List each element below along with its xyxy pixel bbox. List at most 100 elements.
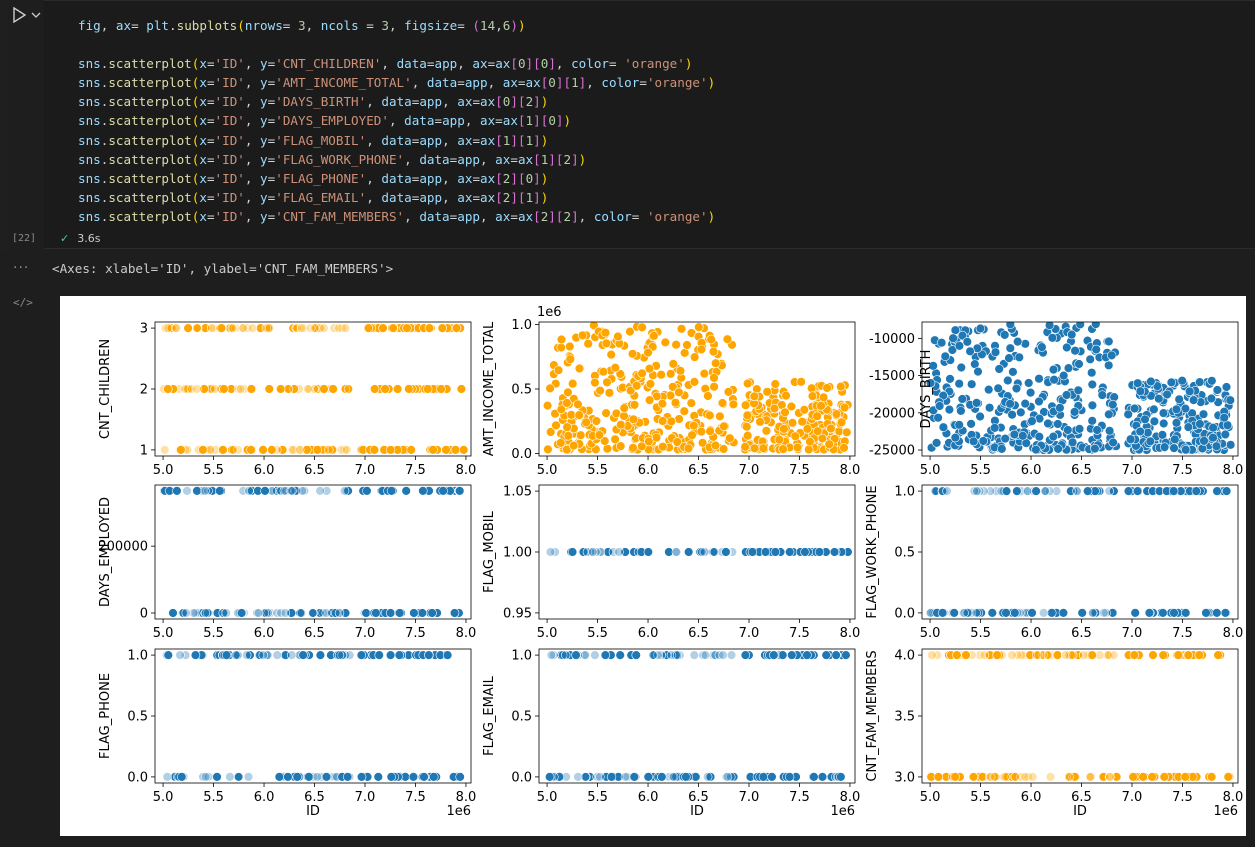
code-editor[interactable]: fig, ax= plt.subplots(nrows= 3, ncols = … xyxy=(44,0,1255,249)
code-token: 14 xyxy=(480,18,496,33)
code-token: [ xyxy=(495,170,503,186)
data-point xyxy=(619,403,629,413)
code-token: 3 xyxy=(297,18,306,33)
data-point xyxy=(556,438,566,448)
output-code-icon[interactable]: </> xyxy=(13,296,33,309)
data-point xyxy=(709,547,720,557)
chevron-down-icon[interactable] xyxy=(30,8,42,22)
data-point xyxy=(968,436,979,447)
output-more-actions-icon[interactable]: ··· xyxy=(13,260,30,276)
data-point xyxy=(985,486,996,496)
x-tick-label: 5.5 xyxy=(203,463,224,478)
data-point xyxy=(758,772,769,782)
x-tick-label: 7.5 xyxy=(405,790,426,805)
code-text[interactable]: fig, ax= plt.subplots(nrows= 3, ncols = … xyxy=(78,16,715,226)
data-point xyxy=(427,608,437,618)
code-token: ] xyxy=(533,189,541,205)
data-point xyxy=(770,547,781,557)
data-point xyxy=(699,368,709,379)
x-tick-label: 8.0 xyxy=(456,626,477,641)
data-point xyxy=(264,384,275,394)
data-point xyxy=(356,650,367,660)
data-point xyxy=(672,650,683,660)
data-point xyxy=(429,772,439,782)
data-point xyxy=(1194,650,1204,660)
data-point xyxy=(974,486,985,496)
code-token: 2 xyxy=(563,208,572,224)
data-point xyxy=(598,366,609,377)
code-token: ] xyxy=(548,56,556,72)
data-point xyxy=(1040,486,1051,496)
data-point xyxy=(1018,431,1028,441)
run-cell-icon[interactable] xyxy=(10,6,28,24)
data-point xyxy=(689,650,699,660)
data-point xyxy=(675,366,686,376)
data-point xyxy=(682,340,692,350)
code-token: = xyxy=(358,18,382,33)
data-point xyxy=(337,323,347,333)
code-token: . xyxy=(100,94,109,110)
code-token: x xyxy=(199,75,207,91)
data-point xyxy=(660,337,670,348)
data-point xyxy=(938,422,949,432)
data-point xyxy=(1067,650,1078,660)
offset-label: 1e6 xyxy=(830,804,855,819)
data-point xyxy=(340,323,351,333)
code-token: 0 xyxy=(540,56,549,72)
data-point xyxy=(388,323,398,333)
y-tick-label: 1 xyxy=(140,443,148,458)
code-token: = xyxy=(267,208,276,224)
code-token: [ xyxy=(517,132,526,148)
data-point xyxy=(1078,650,1089,660)
data-point xyxy=(966,379,977,389)
data-point xyxy=(1191,486,1202,496)
data-point xyxy=(1045,772,1056,782)
code-token: app xyxy=(419,132,443,148)
data-point xyxy=(1148,650,1158,660)
data-point xyxy=(253,608,264,618)
x-tick-label: 8.0 xyxy=(1223,626,1244,641)
code-token: , xyxy=(404,208,420,224)
data-point xyxy=(1104,486,1114,496)
code-token: x xyxy=(199,56,207,72)
data-point xyxy=(276,486,286,496)
data-point xyxy=(697,547,707,557)
x-tick-label: 6.5 xyxy=(1071,626,1092,641)
data-point xyxy=(1103,360,1114,371)
x-tick-label: 6.5 xyxy=(1071,790,1092,805)
data-point xyxy=(1130,608,1140,618)
x-tick-label: 6.0 xyxy=(254,790,275,805)
code-token: app xyxy=(419,170,443,186)
data-point xyxy=(993,383,1003,394)
code-token: ] xyxy=(510,189,518,205)
code-token: 'FLAG_WORK_PHONE' xyxy=(275,151,405,167)
data-point xyxy=(176,772,187,782)
code-token: . xyxy=(100,189,109,205)
data-point xyxy=(1171,404,1182,415)
data-point xyxy=(1101,608,1111,618)
code-token: y xyxy=(260,132,268,148)
x-tick-label: 7.0 xyxy=(1122,463,1143,478)
data-point xyxy=(236,608,247,618)
scatter-points xyxy=(545,650,851,782)
data-point xyxy=(653,650,663,660)
data-point xyxy=(1023,378,1034,388)
code-token: , xyxy=(487,75,503,91)
code-token: y xyxy=(260,208,268,224)
code-token: ( xyxy=(191,208,200,224)
data-point xyxy=(1159,772,1170,782)
data-point xyxy=(242,650,252,660)
code-line: sns.scatterplot(x='ID', y='FLAG_EMAIL', … xyxy=(78,190,548,205)
code-token: x xyxy=(199,94,207,110)
data-point xyxy=(206,323,217,333)
y-tick-label: 1.0 xyxy=(127,649,148,664)
execution-count: [22] xyxy=(12,233,37,244)
code-token: ax xyxy=(502,75,518,91)
data-point xyxy=(722,772,733,782)
data-point xyxy=(774,434,784,445)
data-point xyxy=(401,486,411,496)
code-token: 0 xyxy=(502,94,511,110)
data-point xyxy=(1174,394,1184,405)
data-point xyxy=(723,387,734,397)
data-point xyxy=(1180,772,1190,782)
